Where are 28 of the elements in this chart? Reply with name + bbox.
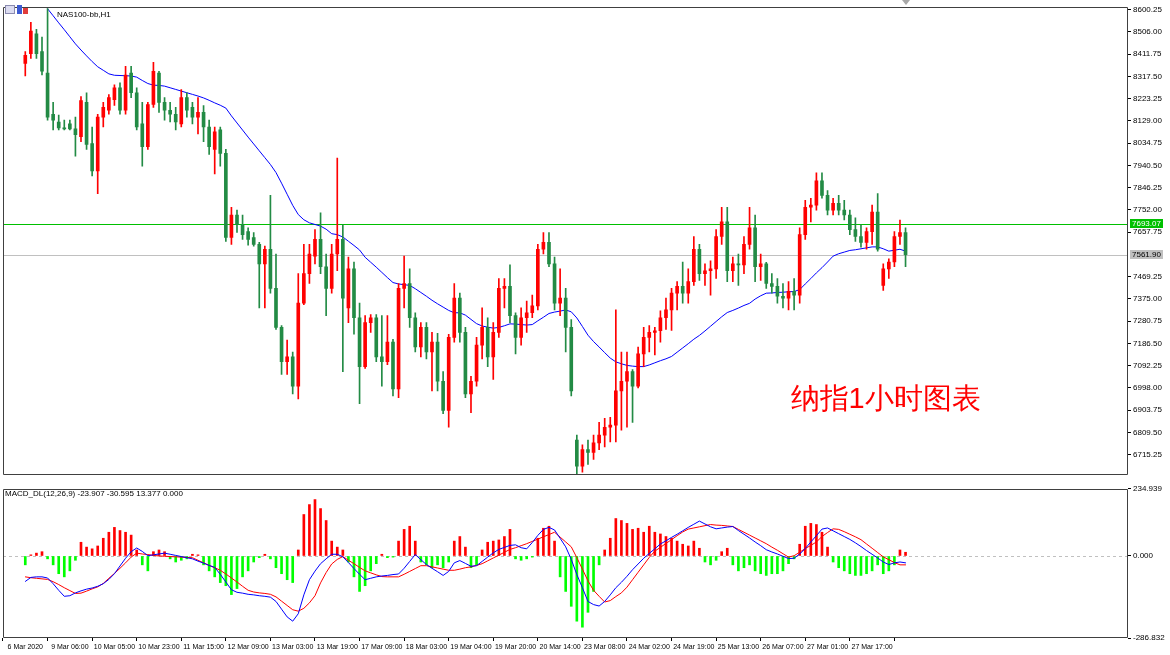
y-tick-label: 7375.00 [1133, 294, 1163, 304]
y-tick-label: 8600.25 [1133, 4, 1163, 14]
y-tick-label: 7752.00 [1133, 205, 1163, 215]
y-tick-label: -286.832 [1133, 633, 1166, 643]
y-tick-label: 7186.50 [1133, 338, 1163, 348]
y-tick-label: 8034.75 [1133, 138, 1163, 148]
y-tick-label: 8223.25 [1133, 93, 1163, 103]
y-tick-label: 6809.50 [1133, 427, 1163, 437]
y-tick-label: 7846.25 [1133, 182, 1163, 192]
y-tick-label: 8129.00 [1133, 116, 1163, 126]
ref-line-label: 7561.90 [1130, 250, 1163, 260]
chart-title: MACD_DL(12,26,9) -23.907 -30.595 13.377 0.000 [5, 489, 183, 498]
y-tick-label: 8317.50 [1133, 71, 1163, 81]
y-tick-label: 6998.00 [1133, 383, 1163, 393]
y-tick-label: 8411.75 [1133, 49, 1162, 59]
y-tick-label: 6715.25 [1133, 449, 1163, 459]
y-tick-label: 7280.75 [1133, 316, 1163, 326]
annotation: 纳指1小时图表 [790, 381, 981, 414]
y-tick-label: 7469.25 [1133, 271, 1163, 281]
y-tick-label: 0.000 [1133, 551, 1154, 561]
y-tick-label: 234.939 [1133, 484, 1163, 493]
y-tick-label: 7657.75 [1133, 227, 1163, 237]
chart-title: NAS100-bb,H1 [57, 10, 111, 19]
y-tick-label: 7092.25 [1133, 360, 1163, 370]
y-tick-label: 8506.00 [1133, 27, 1163, 37]
y-tick-label: 7940.50 [1133, 160, 1163, 170]
y-tick-label: 6903.75 [1133, 405, 1163, 415]
ref-line-label: 7693.07 [1130, 219, 1163, 229]
